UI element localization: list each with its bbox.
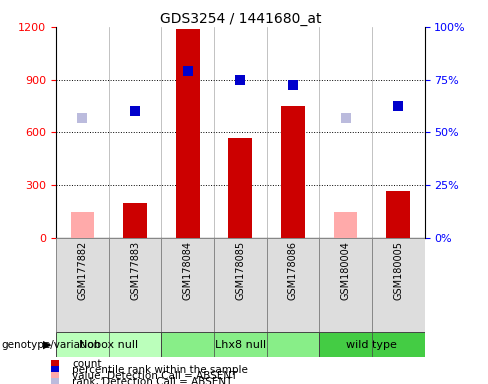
Bar [228, 138, 252, 238]
Text: ▶: ▶ [43, 339, 51, 350]
Text: GSM178084: GSM178084 [183, 241, 193, 300]
Bar [162, 238, 214, 332]
Text: GSM178085: GSM178085 [235, 241, 245, 300]
Bar [372, 238, 425, 332]
Text: wild type: wild type [346, 339, 397, 350]
Text: GSM177883: GSM177883 [130, 241, 140, 300]
Text: GSM180005: GSM180005 [393, 241, 403, 300]
Text: value, Detection Call = ABSENT: value, Detection Call = ABSENT [72, 371, 238, 381]
Text: GSM178086: GSM178086 [288, 241, 298, 300]
Bar [281, 106, 305, 238]
Bar [334, 212, 357, 238]
Bar [319, 238, 372, 332]
Bar [214, 238, 266, 332]
Title: GDS3254 / 1441680_at: GDS3254 / 1441680_at [160, 12, 321, 26]
Text: count: count [72, 359, 102, 369]
Bar [319, 332, 425, 357]
Bar [266, 238, 319, 332]
Bar [162, 332, 319, 357]
Bar [56, 332, 162, 357]
Text: rank, Detection Call = ABSENT: rank, Detection Call = ABSENT [72, 376, 232, 384]
Text: percentile rank within the sample: percentile rank within the sample [72, 364, 248, 374]
Bar [71, 212, 94, 238]
Text: Lhx8 null: Lhx8 null [215, 339, 266, 350]
Bar [176, 29, 200, 238]
Text: Nobox null: Nobox null [79, 339, 138, 350]
Bar [109, 238, 162, 332]
Bar [386, 190, 410, 238]
Bar [56, 238, 109, 332]
Text: genotype/variation: genotype/variation [1, 339, 100, 350]
Text: GSM177882: GSM177882 [78, 241, 87, 300]
Bar [123, 203, 147, 238]
Text: GSM180004: GSM180004 [341, 241, 350, 300]
